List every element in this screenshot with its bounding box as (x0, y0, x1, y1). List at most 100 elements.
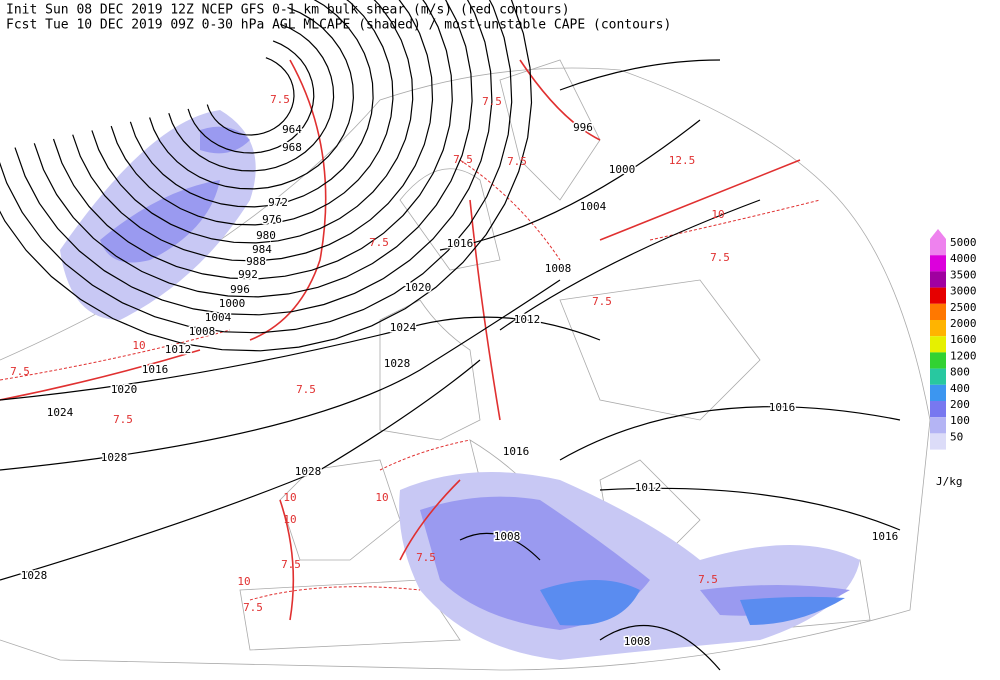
isobar (0, 0, 513, 334)
shear-label: 7.5 (369, 236, 389, 249)
legend-swatch (930, 401, 946, 418)
legend-label: 800 (950, 366, 970, 379)
shear-label: 7.5 (698, 573, 718, 586)
legend-label: 1600 (950, 333, 977, 346)
isobar-label: 996 (573, 121, 593, 134)
isobar (0, 316, 601, 401)
isobar (599, 487, 901, 531)
shear-label: 7.5 (482, 95, 502, 108)
shear-contour (0, 159, 821, 601)
isobar (91, 0, 414, 244)
shear-contour (0, 59, 801, 621)
isobar (72, 0, 434, 262)
isobar-label: 1012 (635, 481, 662, 494)
isobar-label: 1020 (405, 281, 432, 294)
legend-swatch (930, 239, 946, 256)
legend-swatch (930, 352, 946, 369)
shear-label: 10 (283, 491, 296, 504)
shear-label: 10 (283, 513, 296, 526)
isobar-label: 1028 (21, 569, 48, 582)
isobar-label: 996 (230, 283, 250, 296)
header-line: Fcst Tue 10 DEC 2019 09Z 0-30 hPa AGL ML… (6, 18, 671, 33)
isobar (187, 40, 315, 154)
isobar-label: 1016 (769, 401, 796, 414)
shear-label: 10 (132, 339, 145, 352)
legend-label: 100 (950, 414, 970, 427)
isobar-label: 1008 (494, 530, 521, 543)
isobar-label: 984 (252, 243, 272, 256)
shear-label: 7.5 (592, 295, 612, 308)
isobar-label: 1028 (101, 451, 128, 464)
isobar (168, 23, 335, 172)
isobar-label: 1028 (295, 465, 322, 478)
cape-area (420, 496, 850, 630)
shear-label: 7.5 (507, 155, 527, 168)
shear-label: 7.5 (281, 558, 301, 571)
legend-swatch (930, 368, 946, 385)
isobar-label: 972 (268, 196, 288, 209)
legend-swatch (930, 417, 946, 434)
legend-swatch (930, 303, 946, 320)
isobar (459, 532, 541, 561)
legend-swatch (930, 255, 946, 272)
isobar-label: 1028 (384, 357, 411, 370)
legend-label: 50 (950, 430, 963, 443)
isobar-label: 980 (256, 229, 276, 242)
legend-swatch (930, 384, 946, 401)
isobar-label: 1016 (142, 363, 169, 376)
isobar-label: 976 (262, 213, 282, 226)
legend-label: 1200 (950, 349, 977, 362)
cape-shading (60, 110, 860, 660)
isobar-label: 1000 (609, 163, 636, 176)
isobar-label: 1016 (447, 237, 474, 250)
shear-label: 10 (237, 575, 250, 588)
isobar-label: 1012 (514, 313, 541, 326)
shear-label: 7.5 (270, 93, 290, 106)
isobar-label: 1008 (189, 325, 216, 338)
legend-label: 2500 (950, 301, 977, 314)
legend-label: 5000 (950, 236, 977, 249)
isobar-label: 1020 (111, 383, 138, 396)
shear-label: 7.5 (453, 153, 473, 166)
isobar (439, 119, 701, 251)
isobar-label: 968 (282, 141, 302, 154)
legend-swatch (930, 336, 946, 353)
header-line: Init Sun 08 DEC 2019 12Z NCEP GFS 0-1 km… (6, 3, 570, 18)
shear-label: 10 (711, 208, 724, 221)
contours (0, 0, 901, 671)
isobar-label: 1016 (503, 445, 530, 458)
isobar (0, 279, 561, 471)
isobar (14, 0, 493, 316)
legend-swatch (930, 320, 946, 337)
isobar-label: 1004 (580, 200, 607, 213)
shear-label: 7.5 (10, 365, 30, 378)
isobar (599, 624, 721, 671)
legend-label: 3000 (950, 285, 977, 298)
isobar (0, 359, 481, 581)
legend-arrow (930, 229, 946, 239)
cape-area (100, 126, 250, 263)
shear-label: 12.5 (669, 154, 696, 167)
isobar (559, 406, 901, 461)
legend-unit: J/kg (936, 475, 963, 488)
isobar (206, 57, 295, 136)
isobar-label: 1008 (545, 262, 572, 275)
isobar-label: 988 (246, 255, 266, 268)
shear-label: 7.5 (296, 383, 316, 396)
isobar (33, 0, 473, 298)
isobar (149, 6, 355, 190)
isobar (0, 0, 533, 352)
isobar (110, 0, 394, 226)
isobar-label: 1016 (872, 530, 899, 543)
shear-label: 7.5 (416, 551, 436, 564)
isobar-label: 1024 (390, 321, 417, 334)
legend-swatch (930, 271, 946, 288)
isobar (129, 0, 374, 208)
isobar-label: 1008 (624, 635, 651, 648)
isobar (499, 199, 761, 331)
isobar-label: 964 (282, 123, 302, 136)
isobar-label: 1004 (205, 311, 232, 324)
isobar-label: 1024 (47, 406, 74, 419)
shear-label: 7.5 (243, 601, 263, 614)
